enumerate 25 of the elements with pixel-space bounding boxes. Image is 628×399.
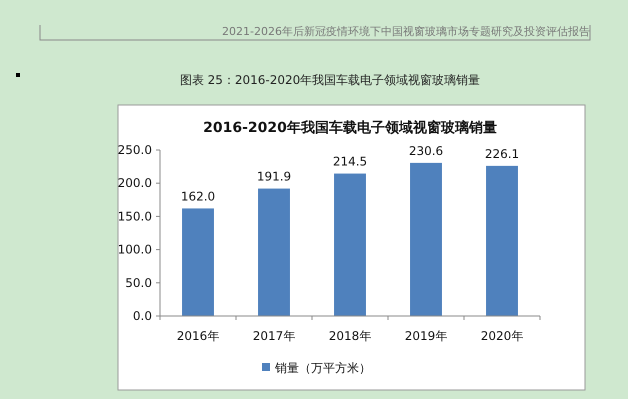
y-tick-label: 0.0 xyxy=(132,309,152,323)
y-tick-label: 250.0 xyxy=(118,143,152,157)
x-tick-label: 2020年 xyxy=(480,329,524,343)
x-tick-label: 2018年 xyxy=(328,329,372,343)
x-tick-label: 2017年 xyxy=(252,329,296,343)
chart-title: 2016-2020年我国车载电子领域视窗玻璃销量 xyxy=(203,119,497,136)
text: 226.1 xyxy=(484,146,520,161)
text: 162.0 xyxy=(180,189,216,204)
bar xyxy=(334,174,366,316)
bar xyxy=(258,188,290,316)
y-tick-label: 200.0 xyxy=(118,176,152,190)
legend-label: 销量（万平方米） xyxy=(274,361,371,375)
text: 图表 25：2016-2020年我国车载电子领域视窗玻璃销量 xyxy=(180,73,480,87)
bar xyxy=(486,166,518,316)
text: 230.6 xyxy=(408,144,444,158)
bar xyxy=(182,208,214,316)
y-tick-label: 150.0 xyxy=(118,209,152,224)
text: 2021-2026年后新冠疫情环境下中国视窗玻璃市场专题研究及投资评估报告 xyxy=(222,25,590,38)
x-tick-label: 2016年 xyxy=(176,329,220,343)
y-tick-label: 100.0 xyxy=(118,242,152,257)
text: 214.5 xyxy=(332,154,368,169)
y-tick-label: 50.0 xyxy=(125,276,152,290)
text: 191.9 xyxy=(256,170,292,184)
bar xyxy=(410,162,442,316)
x-tick-label: 2019年 xyxy=(404,329,448,343)
